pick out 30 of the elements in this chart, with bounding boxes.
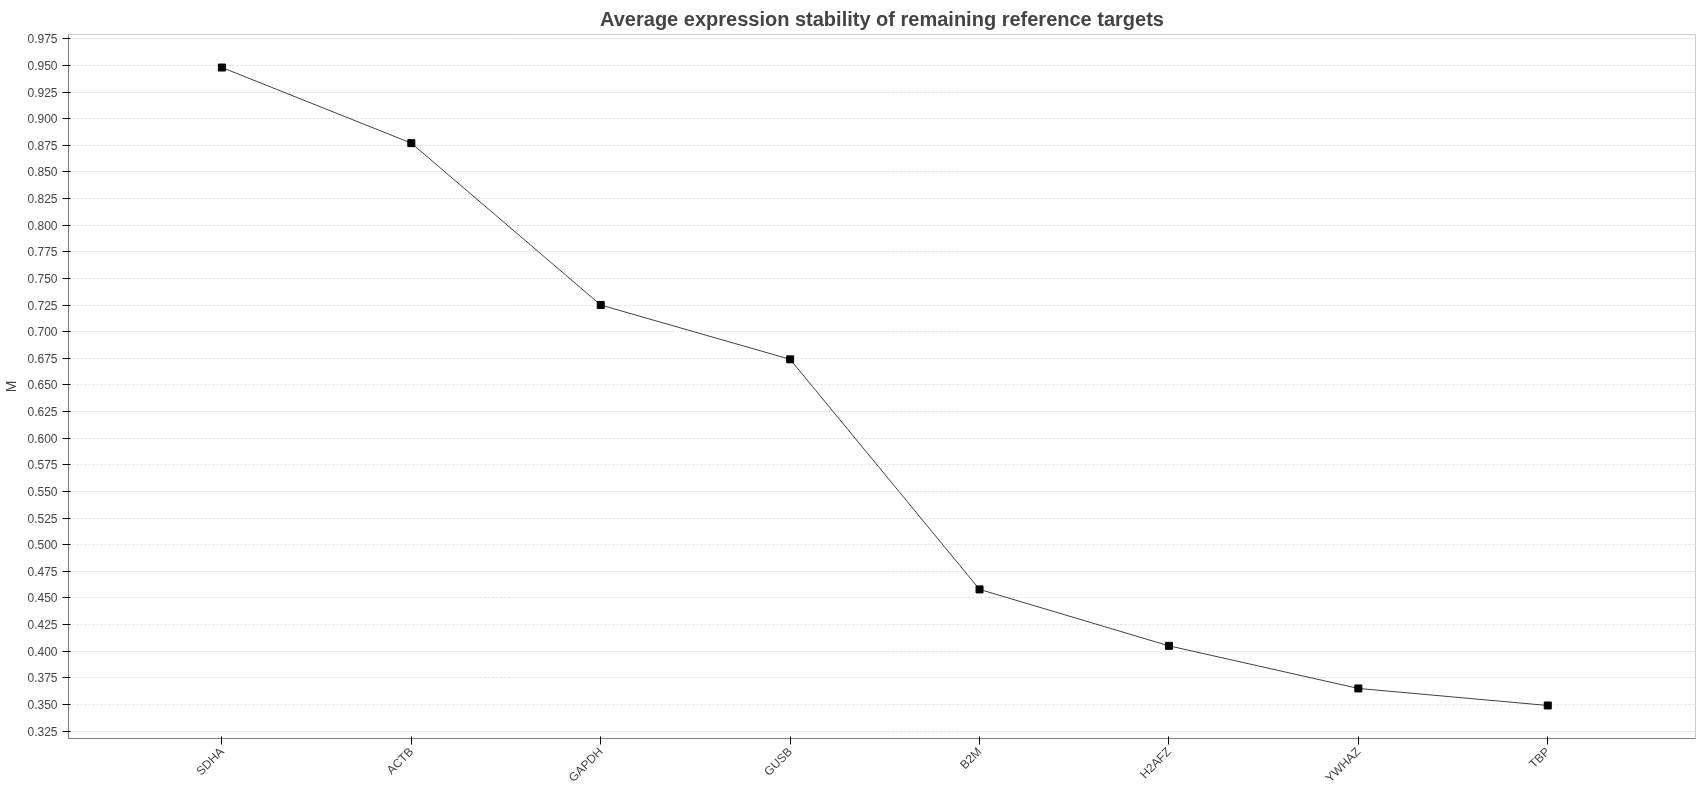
y-tick-label: 0.375 [27, 671, 58, 686]
y-tick-label: 0.350 [27, 697, 58, 712]
y-tick-label: 0.750 [27, 271, 58, 286]
y-tick-label: 0.475 [27, 564, 58, 579]
y-tick-label: 0.925 [27, 85, 58, 100]
y-tick-label: 0.625 [27, 405, 58, 420]
y-tick-label: 0.775 [27, 245, 58, 260]
y-tick-label: 0.875 [27, 138, 58, 153]
y-tick-label: 0.550 [27, 484, 58, 499]
y-tick-label: 0.575 [27, 458, 58, 473]
y-tick-label: 0.425 [27, 618, 58, 633]
y-tick-label: 0.725 [27, 298, 58, 313]
y-tick-label: 0.525 [27, 511, 58, 526]
y-tick-label: 0.500 [27, 538, 58, 553]
x-tick-label: TBP [1526, 744, 1553, 771]
y-tick-label: 0.950 [27, 58, 58, 73]
y-tick-label: 0.800 [27, 218, 58, 233]
y-tick-label: 0.900 [27, 112, 58, 127]
y-tick-label: 0.700 [27, 325, 58, 340]
chart-title: Average expression stability of remaining reference targets [600, 7, 1164, 30]
y-axis-title: M [3, 380, 20, 393]
y-tick-label: 0.400 [27, 644, 58, 659]
y-tick-label: 0.850 [27, 165, 58, 180]
y-tick-label: 0.650 [27, 378, 58, 393]
y-tick-label: 0.600 [27, 431, 58, 446]
y-tick-label: 0.450 [27, 591, 58, 606]
y-tick-label: 0.975 [27, 32, 58, 47]
y-tick-label: 0.325 [27, 724, 58, 739]
y-tick-label: 0.825 [27, 192, 58, 207]
y-tick-label: 0.675 [27, 351, 58, 366]
